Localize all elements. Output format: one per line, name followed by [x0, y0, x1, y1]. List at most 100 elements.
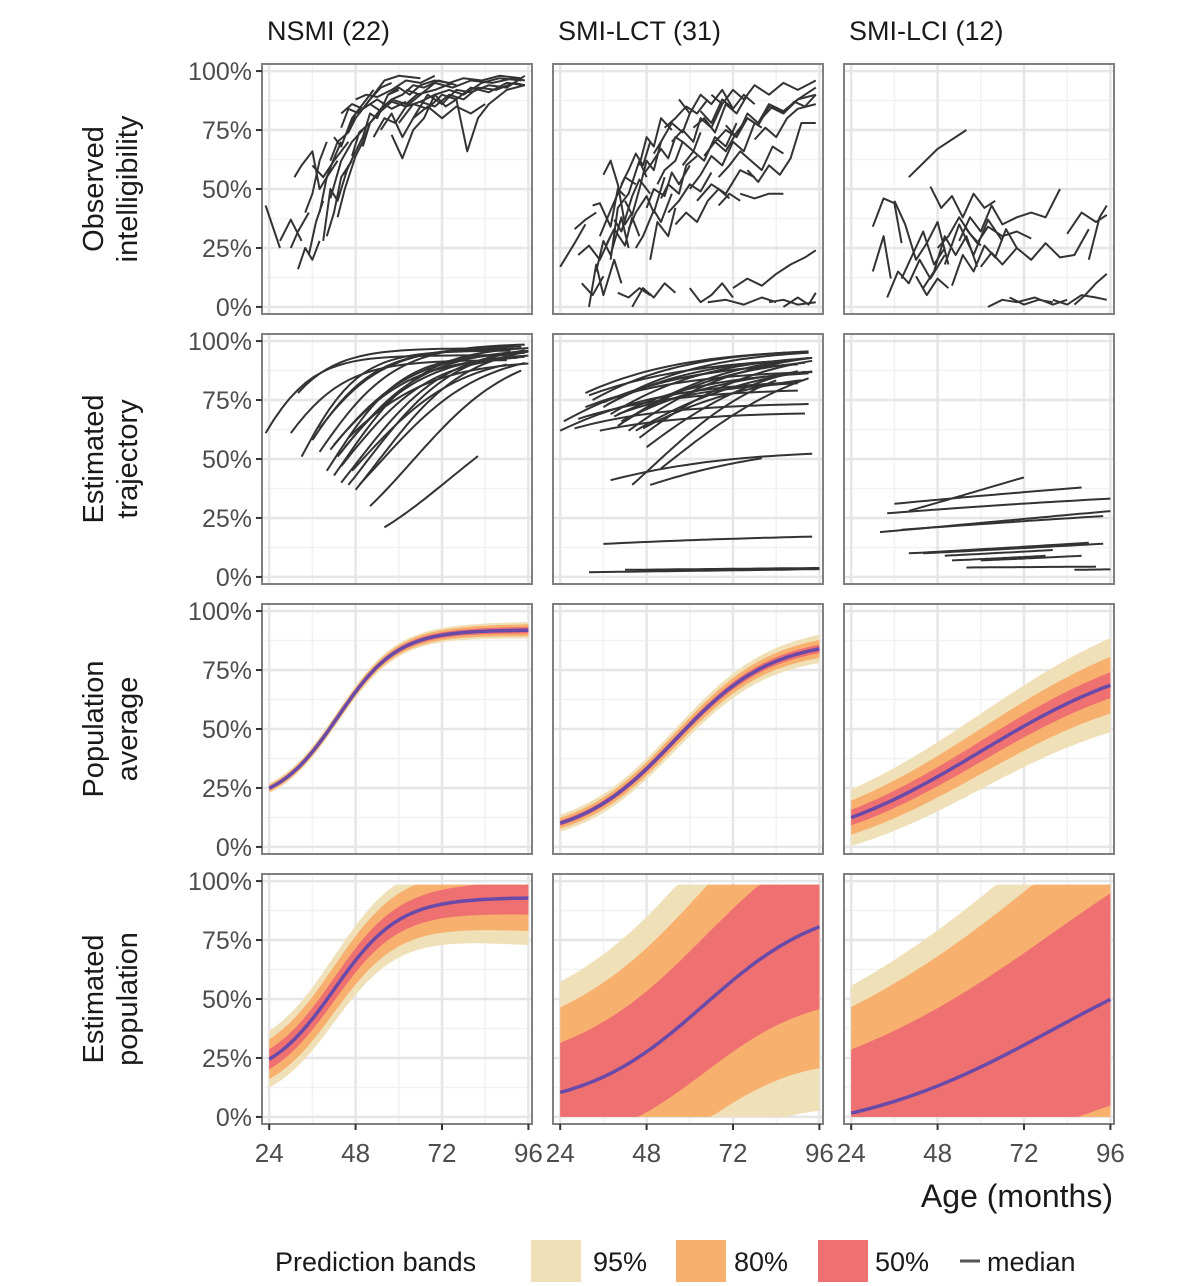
panel-border	[843, 873, 1115, 1125]
y-tick-label: 0%	[216, 294, 252, 322]
trajectory-line	[358, 362, 526, 486]
facet-title-smi_lct: SMI-LCT (31)	[558, 16, 721, 46]
band-95	[269, 884, 529, 1088]
trajectory-line	[290, 359, 507, 434]
legend-item-median: median	[960, 1247, 1076, 1277]
y-tick-label: 100%	[188, 598, 252, 626]
observed-line	[634, 193, 673, 249]
trajectory-line	[624, 361, 806, 423]
y-tick-label: 0%	[216, 564, 252, 592]
legend-item-95pct: 95%	[531, 1240, 647, 1282]
observed-line	[289, 212, 310, 249]
legend-label: 95%	[593, 1247, 647, 1277]
observed-line	[573, 211, 597, 230]
observed-line	[606, 216, 641, 247]
observed-line	[696, 169, 756, 202]
trajectory-line	[574, 403, 809, 430]
trajectory-line	[347, 349, 525, 486]
panel-estimated_trajectory-smi_lci	[843, 333, 1115, 585]
observed-line	[1073, 273, 1108, 306]
trajectory-line	[300, 349, 511, 458]
trajectory-line	[923, 542, 1104, 555]
y-tick-label: 75%	[202, 657, 252, 685]
panel-estimated_trajectory-nsmi: 0% 25% 50% 75% 100%	[188, 328, 533, 592]
panel-estimated_population-smi_lci: 24 48 72 96	[837, 873, 1125, 1168]
observed-line	[717, 192, 741, 207]
observed-line	[656, 132, 702, 185]
facet-title-smi_lci: SMI-LCI (12)	[849, 16, 1004, 46]
facet-title-nsmi: NSMI (22)	[267, 16, 390, 46]
x-axis-title: Age (months)	[921, 1178, 1113, 1214]
panel-border	[552, 603, 824, 855]
trajectory-line	[642, 379, 802, 430]
trajectory-line	[951, 554, 1046, 562]
legend-title: Prediction bands	[275, 1247, 476, 1277]
panel-population_average-smi_lci	[843, 603, 1115, 855]
legend-item-50pct: 50%	[818, 1240, 929, 1282]
row-title-line: Estimated	[78, 935, 110, 1064]
y-tick-label: 50%	[202, 176, 252, 204]
median-line	[559, 647, 820, 825]
y-tick-label: 0%	[216, 1104, 252, 1132]
panel-data	[871, 129, 1108, 308]
panel-border	[552, 63, 824, 315]
observed-line	[958, 188, 1061, 242]
x-tick-label: 96	[514, 1138, 543, 1168]
observed-line	[951, 228, 1018, 287]
trajectory-line	[318, 345, 522, 429]
y-tick-label: 100%	[188, 328, 252, 356]
observed-line	[689, 122, 756, 190]
trajectory-line	[980, 554, 1082, 562]
observed-line	[631, 282, 677, 308]
observed-line	[761, 94, 817, 119]
observed-line	[340, 81, 392, 129]
observed-line	[929, 186, 996, 219]
x-tick-label: 96	[805, 1138, 834, 1168]
legend-label: median	[987, 1247, 1076, 1277]
x-tick-label: 72	[719, 1138, 748, 1168]
observed-line	[620, 141, 652, 185]
trajectory-line	[559, 381, 798, 432]
observed-line	[613, 178, 651, 233]
observed-line	[753, 103, 817, 141]
observed-line	[1009, 296, 1053, 306]
row-title-estimated_population: Estimated population	[78, 932, 144, 1066]
observed-line	[420, 81, 526, 108]
observed-line	[379, 74, 526, 139]
observed-line	[980, 228, 1090, 268]
trajectory-line	[628, 357, 809, 432]
observed-line	[318, 141, 343, 213]
median-line	[850, 997, 1112, 1115]
y-tick-label: 75%	[202, 927, 252, 955]
trajectory-line	[1074, 568, 1111, 571]
x-tick-label: 72	[428, 1138, 457, 1168]
median-line	[268, 896, 529, 1061]
legend: Prediction bands 95% 80% 50% median	[275, 1240, 1076, 1282]
y-tick-label: 0%	[216, 834, 252, 862]
observed-line	[390, 84, 526, 160]
panel-population_average-nsmi: 0% 25% 50% 75% 100%	[188, 598, 533, 862]
panel-observed-smi_lct	[552, 63, 824, 315]
trajectory-line	[577, 389, 798, 420]
observed-line	[871, 235, 892, 279]
observed-line	[333, 89, 375, 148]
panel-border	[843, 333, 1115, 585]
observed-line	[311, 141, 350, 179]
trajectory-line	[351, 363, 508, 472]
observed-line	[987, 296, 1068, 308]
observed-line	[577, 235, 612, 261]
median-line	[559, 925, 821, 1095]
observed-line	[602, 159, 634, 226]
panel-data	[850, 884, 1112, 1117]
y-tick-label: 25%	[202, 235, 252, 263]
x-tick-label: 24	[255, 1138, 284, 1168]
trajectory-line	[354, 350, 529, 491]
observed-line	[1066, 211, 1108, 235]
observed-line	[347, 98, 407, 133]
observed-line	[710, 79, 817, 106]
observed-line	[304, 141, 328, 213]
x-tick-label: 72	[1010, 1138, 1039, 1168]
panel-observed-nsmi: 0% 25% 50% 75% 100%	[188, 58, 533, 322]
trajectory-line	[944, 549, 1053, 557]
observed-line	[398, 81, 525, 124]
